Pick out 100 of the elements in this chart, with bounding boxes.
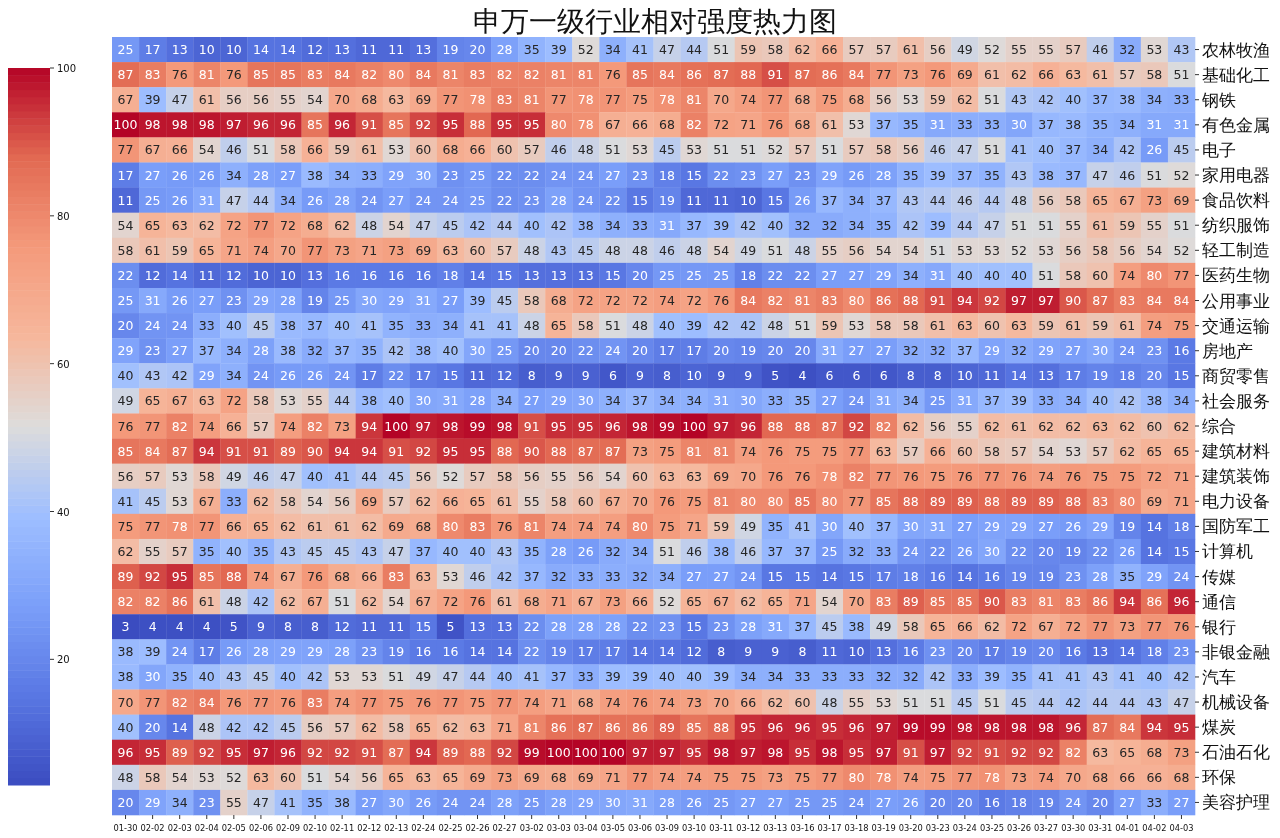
data-label: 20: [523, 343, 540, 359]
data-label: 94: [956, 293, 973, 309]
data-label: 30: [415, 393, 432, 409]
data-label: 4: [175, 619, 184, 635]
data-label: 94: [1119, 594, 1136, 610]
data-label: 61: [496, 594, 513, 610]
data-label: 20: [956, 794, 973, 810]
data-label: 18: [1146, 644, 1163, 660]
data-label: 56: [415, 468, 432, 484]
data-label: 47: [252, 794, 269, 810]
data-label: 26: [1146, 142, 1163, 158]
data-label: 52: [1173, 242, 1190, 258]
data-label: 37: [550, 669, 567, 685]
data-label: 94: [415, 744, 432, 760]
data-label: 18: [740, 267, 757, 283]
data-label: 14: [171, 719, 188, 735]
data-label: 25: [686, 267, 703, 283]
data-label: 67: [280, 569, 296, 585]
data-label: 34: [767, 669, 784, 685]
data-label: 34: [604, 217, 621, 233]
data-label: 37: [983, 393, 1000, 409]
data-label: 63: [415, 569, 432, 585]
data-label: 34: [1173, 393, 1190, 409]
data-label: 54: [171, 769, 188, 785]
data-label: 23: [361, 644, 378, 660]
data-label: 39: [144, 92, 161, 108]
data-label: 74: [659, 293, 676, 309]
data-label: 42: [252, 719, 269, 735]
data-label: 20: [929, 794, 946, 810]
data-label: 19: [1011, 644, 1028, 660]
data-label: 20: [117, 318, 134, 334]
data-label: 68: [794, 117, 811, 133]
data-label: 74: [604, 694, 621, 710]
data-label: 76: [767, 468, 784, 484]
data-label: 97: [740, 744, 757, 760]
data-label: 28: [334, 644, 351, 660]
data-label: 26: [902, 794, 919, 810]
data-label: 91: [225, 443, 242, 459]
data-label: 48: [577, 142, 594, 158]
data-label: 57: [1092, 443, 1109, 459]
data-label: 76: [902, 468, 919, 484]
y-tick-label: 家用电器: [1202, 166, 1270, 186]
data-label: 77: [550, 92, 567, 108]
data-label: 71: [550, 694, 567, 710]
data-label: 40: [334, 318, 351, 334]
data-label: 20: [469, 42, 486, 58]
data-label: 30: [604, 794, 621, 810]
data-label: 89: [929, 493, 946, 509]
data-label: 20: [1038, 644, 1055, 660]
data-label: 76: [171, 67, 188, 83]
x-tick-label: 02-06: [248, 822, 277, 833]
data-label: 14: [1146, 518, 1163, 534]
data-label: 67: [604, 493, 621, 509]
data-label: 78: [875, 769, 892, 785]
color-bar-label: 60: [57, 358, 70, 370]
data-label: 44: [361, 468, 378, 484]
data-label: 39: [713, 669, 730, 685]
data-label: 83: [496, 92, 513, 108]
data-label: 77: [252, 694, 269, 710]
data-label: 27: [875, 343, 892, 359]
data-label: 42: [252, 594, 269, 610]
data-label: 15: [496, 267, 513, 283]
x-tick-label: 03-19: [871, 822, 900, 833]
data-label: 92: [983, 293, 1000, 309]
data-label: 71: [740, 117, 757, 133]
data-label: 89: [442, 744, 459, 760]
data-label: 23: [632, 167, 648, 183]
data-label: 51: [983, 92, 1000, 108]
data-label: 65: [144, 217, 161, 233]
data-label: 71: [686, 518, 703, 534]
data-label: 88: [469, 744, 486, 760]
data-label: 53: [334, 669, 351, 685]
data-label: 57: [496, 242, 513, 258]
data-label: 97: [1011, 293, 1027, 309]
data-label: 54: [388, 217, 405, 233]
data-label: 41: [523, 669, 540, 685]
data-label: 73: [902, 67, 919, 83]
data-label: 62: [902, 418, 919, 434]
data-label: 56: [929, 42, 946, 58]
data-label: 14: [659, 644, 676, 660]
data-label: 44: [956, 217, 973, 233]
data-label: 70: [848, 594, 865, 610]
data-label: 41: [496, 318, 513, 334]
data-label: 53: [902, 92, 919, 108]
data-label: 66: [171, 142, 188, 158]
data-label: 38: [280, 343, 296, 359]
data-label: 85: [307, 117, 324, 133]
data-label: 43: [902, 192, 919, 208]
data-label: 42: [1173, 669, 1190, 685]
data-label: 26: [577, 543, 594, 559]
data-label: 17: [117, 167, 134, 183]
data-label: 33: [577, 569, 594, 585]
data-label: 43: [1011, 167, 1027, 183]
data-label: 18: [902, 569, 919, 585]
data-label: 62: [767, 694, 784, 710]
data-label: 35: [1119, 569, 1136, 585]
data-label: 59: [740, 42, 757, 58]
data-label: 27: [198, 293, 215, 309]
data-label: 27: [604, 167, 621, 183]
data-label: 14: [1146, 543, 1163, 559]
